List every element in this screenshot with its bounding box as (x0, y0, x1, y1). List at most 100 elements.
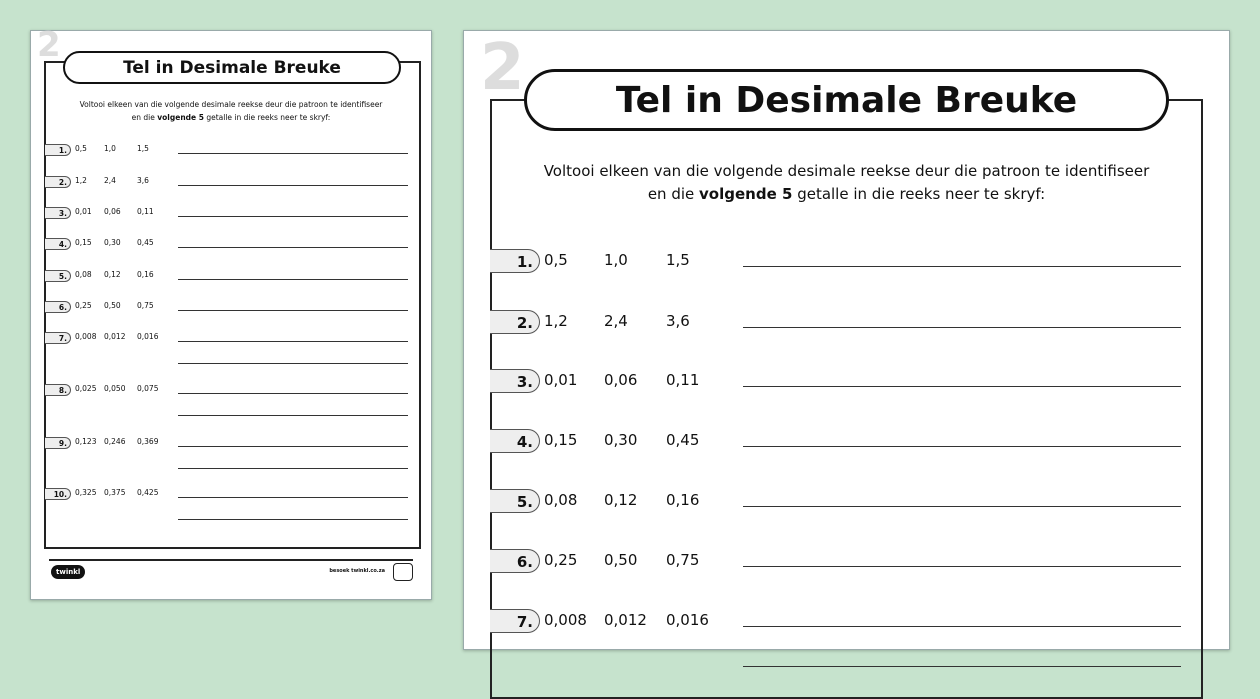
twinkl-logo: twinkl (51, 565, 86, 579)
sequence-value: 1,0 (604, 251, 628, 269)
page-title: Tel in Desimale Breuke (63, 51, 401, 84)
answer-line[interactable] (743, 506, 1181, 507)
badge-icon (393, 563, 413, 581)
sequence-value: 0,008 (544, 611, 587, 629)
sequence-value: 0,012 (104, 332, 126, 341)
sequence-value: 2,4 (604, 312, 628, 330)
sequence-value: 0,12 (104, 270, 121, 279)
sequence-value: 0,008 (75, 332, 97, 341)
sequence-value: 0,5 (544, 251, 568, 269)
sequence-value: 0,016 (666, 611, 709, 629)
sequence-value: 0,45 (137, 238, 154, 247)
question-number: 6. (45, 301, 71, 313)
answer-line[interactable] (178, 153, 408, 154)
question-number: 10. (45, 488, 71, 500)
answer-line[interactable] (743, 386, 1181, 387)
sequence-value: 0,5 (75, 144, 87, 153)
sequence-value: 1,5 (137, 144, 149, 153)
question-number: 9. (45, 437, 71, 449)
answer-line[interactable] (178, 363, 408, 364)
sequence-value: 0,325 (75, 488, 97, 497)
question-number: 4. (490, 429, 540, 453)
answer-line[interactable] (178, 341, 408, 342)
sequence-value: 0,01 (544, 371, 578, 389)
answer-line[interactable] (178, 279, 408, 280)
question-number: 6. (490, 549, 540, 573)
answer-line[interactable] (178, 415, 408, 416)
answer-line[interactable] (178, 497, 408, 498)
question-number: 3. (45, 207, 71, 219)
footer-divider (49, 559, 413, 561)
question-number: 7. (490, 609, 540, 633)
sequence-value: 0,425 (137, 488, 159, 497)
sequence-value: 1,2 (544, 312, 568, 330)
sequence-value: 0,11 (137, 207, 154, 216)
question-number: 7. (45, 332, 71, 344)
sequence-value: 0,50 (604, 551, 638, 569)
answer-line[interactable] (178, 216, 408, 217)
sequence-value: 0,01 (75, 207, 92, 216)
question-number: 5. (490, 489, 540, 513)
footer-url: besoek twinkl.co.za (329, 568, 385, 574)
sequence-value: 0,08 (544, 491, 578, 509)
sequence-value: 0,06 (604, 371, 638, 389)
answer-line[interactable] (743, 566, 1181, 567)
answer-line[interactable] (743, 626, 1181, 627)
question-number: 1. (45, 144, 71, 156)
sequence-value: 0,369 (137, 437, 159, 446)
sequence-value: 0,16 (137, 270, 154, 279)
answer-line[interactable] (178, 519, 408, 520)
sequence-value: 0,075 (137, 384, 159, 393)
sequence-value: 0,06 (104, 207, 121, 216)
sequence-value: 0,050 (104, 384, 126, 393)
sequence-value: 1,0 (104, 144, 116, 153)
sequence-value: 1,5 (666, 251, 690, 269)
answer-line[interactable] (743, 266, 1181, 267)
sequence-value: 1,2 (75, 176, 87, 185)
sequence-value: 0,123 (75, 437, 97, 446)
number-two-decoration: 2 (480, 31, 525, 105)
sequence-value: 0,45 (666, 431, 700, 449)
sequence-value: 0,012 (604, 611, 647, 629)
sequence-value: 0,75 (137, 301, 154, 310)
sequence-value: 0,016 (137, 332, 159, 341)
page-title: Tel in Desimale Breuke (524, 69, 1169, 131)
sequence-value: 0,15 (75, 238, 92, 247)
answer-line[interactable] (743, 666, 1181, 667)
question-number: 2. (45, 176, 71, 188)
worksheet-thumbnail: 2 Tel in Desimale Breuke Voltooi elkeen … (30, 25, 432, 600)
sequence-value: 0,246 (104, 437, 126, 446)
answer-line[interactable] (743, 327, 1181, 328)
question-number: 4. (45, 238, 71, 250)
sequence-value: 0,12 (604, 491, 638, 509)
sequence-value: 0,15 (544, 431, 578, 449)
sequence-value: 0,11 (666, 371, 700, 389)
answer-line[interactable] (178, 446, 408, 447)
sequence-value: 0,025 (75, 384, 97, 393)
worksheet-preview: 2 Tel in Desimale Breuke Voltooi elkeen … (463, 30, 1230, 699)
answer-line[interactable] (178, 393, 408, 394)
answer-line[interactable] (178, 310, 408, 311)
question-number: 1. (490, 249, 540, 273)
sequence-value: 2,4 (104, 176, 116, 185)
sequence-value: 0,75 (666, 551, 700, 569)
instructions: Voltooi elkeen van die volgende desimale… (543, 162, 1150, 203)
sequence-value: 0,08 (75, 270, 92, 279)
sequence-value: 0,375 (104, 488, 126, 497)
sequence-value: 0,25 (75, 301, 92, 310)
sequence-value: 0,30 (604, 431, 638, 449)
sequence-value: 0,25 (544, 551, 578, 569)
question-number: 5. (45, 270, 71, 282)
answer-line[interactable] (178, 185, 408, 186)
answer-line[interactable] (178, 468, 408, 469)
question-number: 8. (45, 384, 71, 396)
question-number: 2. (490, 310, 540, 334)
question-number: 3. (490, 369, 540, 393)
answer-line[interactable] (178, 247, 408, 248)
sequence-value: 3,6 (666, 312, 690, 330)
sequence-value: 3,6 (137, 176, 149, 185)
number-two-decoration: 2 (37, 25, 61, 65)
instructions: Voltooi elkeen van die volgende desimale… (79, 100, 383, 122)
answer-line[interactable] (743, 446, 1181, 447)
worksheet-frame (44, 61, 421, 549)
